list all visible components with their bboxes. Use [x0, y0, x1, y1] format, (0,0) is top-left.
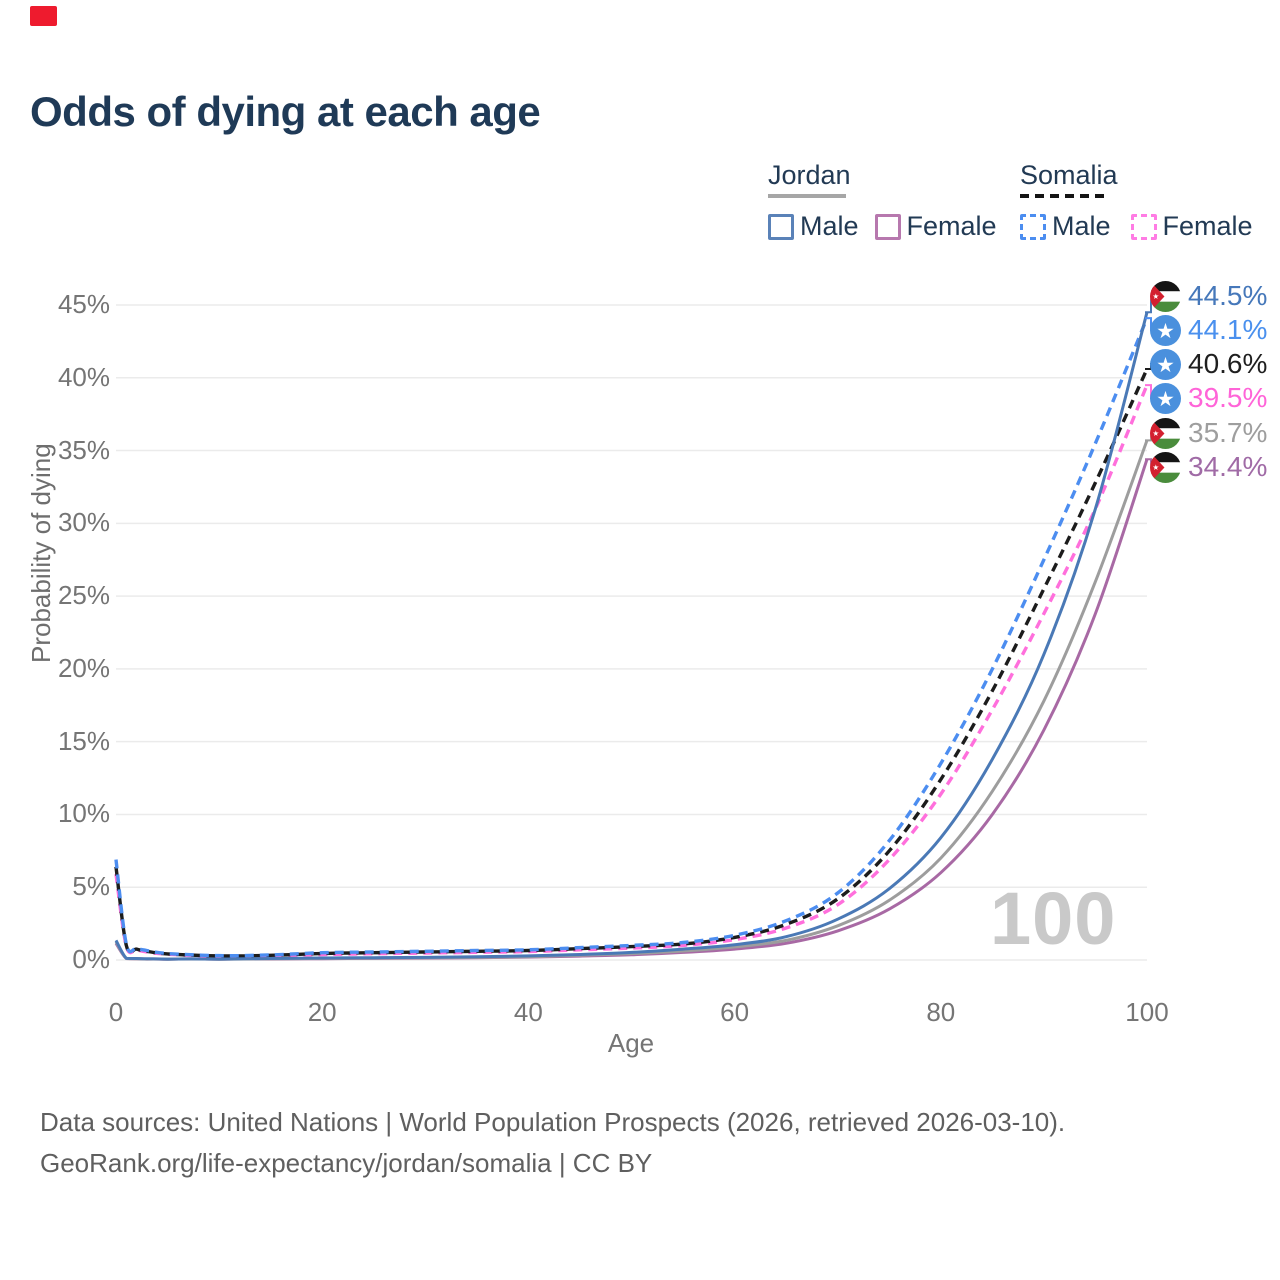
- legend-items: Male Female: [1020, 211, 1253, 242]
- footer-attribution: GeoRank.org/life-expectancy/jordan/somal…: [40, 1148, 653, 1178]
- y-tick-label: 45%: [57, 289, 110, 319]
- series-line-jordan-male: [114, 311, 1149, 961]
- legend-checkbox-female: [874, 213, 901, 240]
- legend-country-linestyle-sample: [768, 194, 846, 198]
- end-label-value: 35.7%: [1188, 417, 1268, 448]
- x-axis-title: Age: [607, 1028, 655, 1058]
- legend-item-label: Male: [800, 211, 859, 241]
- footer: Data sources: United Nations | World Pop…: [40, 1102, 1065, 1184]
- y-tick-label: 35%: [57, 434, 110, 465]
- end-label-somalia-male: 44.1%: [1150, 314, 1267, 346]
- x-tick-label: 40: [513, 997, 543, 1027]
- legend-country-linestyle-sample: [1020, 194, 1110, 198]
- somalia-flag-icon: [1150, 348, 1181, 380]
- jordan-flag-icon: [1150, 417, 1181, 449]
- y-tick-label: 0%: [72, 944, 110, 974]
- page-title: Odds of dying at each age: [30, 88, 541, 135]
- somalia-flag-icon: [1150, 382, 1181, 414]
- y-tick-label: 15%: [57, 725, 110, 756]
- legend-checkbox-female: [1130, 213, 1157, 240]
- series-line-somalia-male: [114, 317, 1149, 958]
- legend-group-somalia: Somalia Male Female: [1020, 160, 1253, 242]
- x-tick-label: 60: [720, 997, 750, 1027]
- y-axis-title: Probability of dying: [26, 443, 56, 663]
- legend-checkbox-male: [768, 213, 794, 240]
- y-tick-label: 10%: [57, 798, 110, 829]
- legend-item-somalia-female[interactable]: Female: [1130, 211, 1253, 242]
- end-label-somalia-female: 39.5%: [1150, 382, 1267, 414]
- end-label-value: 39.5%: [1188, 382, 1268, 413]
- legend-country-label: Somalia: [1020, 160, 1118, 190]
- legend-item-jordan-male[interactable]: Male: [768, 211, 859, 242]
- legend-checkbox-male: [1020, 213, 1046, 240]
- x-tick-label: 80: [926, 997, 956, 1027]
- end-label-jordan-both: 35.7%: [1150, 417, 1267, 449]
- legend-country-label: Jordan: [768, 160, 851, 190]
- y-tick-label: 30%: [57, 507, 110, 538]
- jordan-flag-icon: [1150, 451, 1181, 483]
- end-label-value: 44.1%: [1188, 314, 1268, 345]
- legend-group-jordan: Jordan Male Female: [768, 160, 997, 242]
- legend-item-label: Male: [1052, 211, 1111, 241]
- legend-item-label: Female: [1162, 211, 1253, 241]
- end-label-value: 40.6%: [1188, 348, 1268, 379]
- legend-item-label: Female: [906, 211, 997, 241]
- x-tick-label: 100: [1125, 997, 1169, 1027]
- end-label-value: 34.4%: [1188, 451, 1268, 482]
- end-label-jordan-male: 44.5%: [1150, 280, 1267, 312]
- y-tick-label: 40%: [57, 361, 110, 392]
- legend-item-somalia-male[interactable]: Male: [1020, 211, 1111, 242]
- end-label-jordan-female: 34.4%: [1150, 451, 1267, 483]
- x-tick-label: 0: [108, 997, 124, 1027]
- y-tick-label: 25%: [57, 580, 110, 611]
- recording-indicator: [30, 6, 57, 26]
- watermark-age-100: 100: [990, 877, 1117, 960]
- series-line-somalia-both: [114, 368, 1149, 958]
- footer-data-sources: Data sources: United Nations | World Pop…: [40, 1107, 1066, 1137]
- jordan-flag-icon: [1150, 280, 1181, 312]
- y-tick-label: 20%: [57, 652, 110, 683]
- y-tick-label: 5%: [72, 871, 110, 902]
- legend-items: Male Female: [768, 211, 997, 242]
- somalia-flag-icon: [1150, 314, 1181, 346]
- legend-item-jordan-female[interactable]: Female: [874, 211, 997, 242]
- x-tick-label: 20: [307, 997, 337, 1027]
- end-label-value: 44.5%: [1188, 280, 1268, 311]
- end-label-somalia-both: 40.6%: [1150, 348, 1267, 380]
